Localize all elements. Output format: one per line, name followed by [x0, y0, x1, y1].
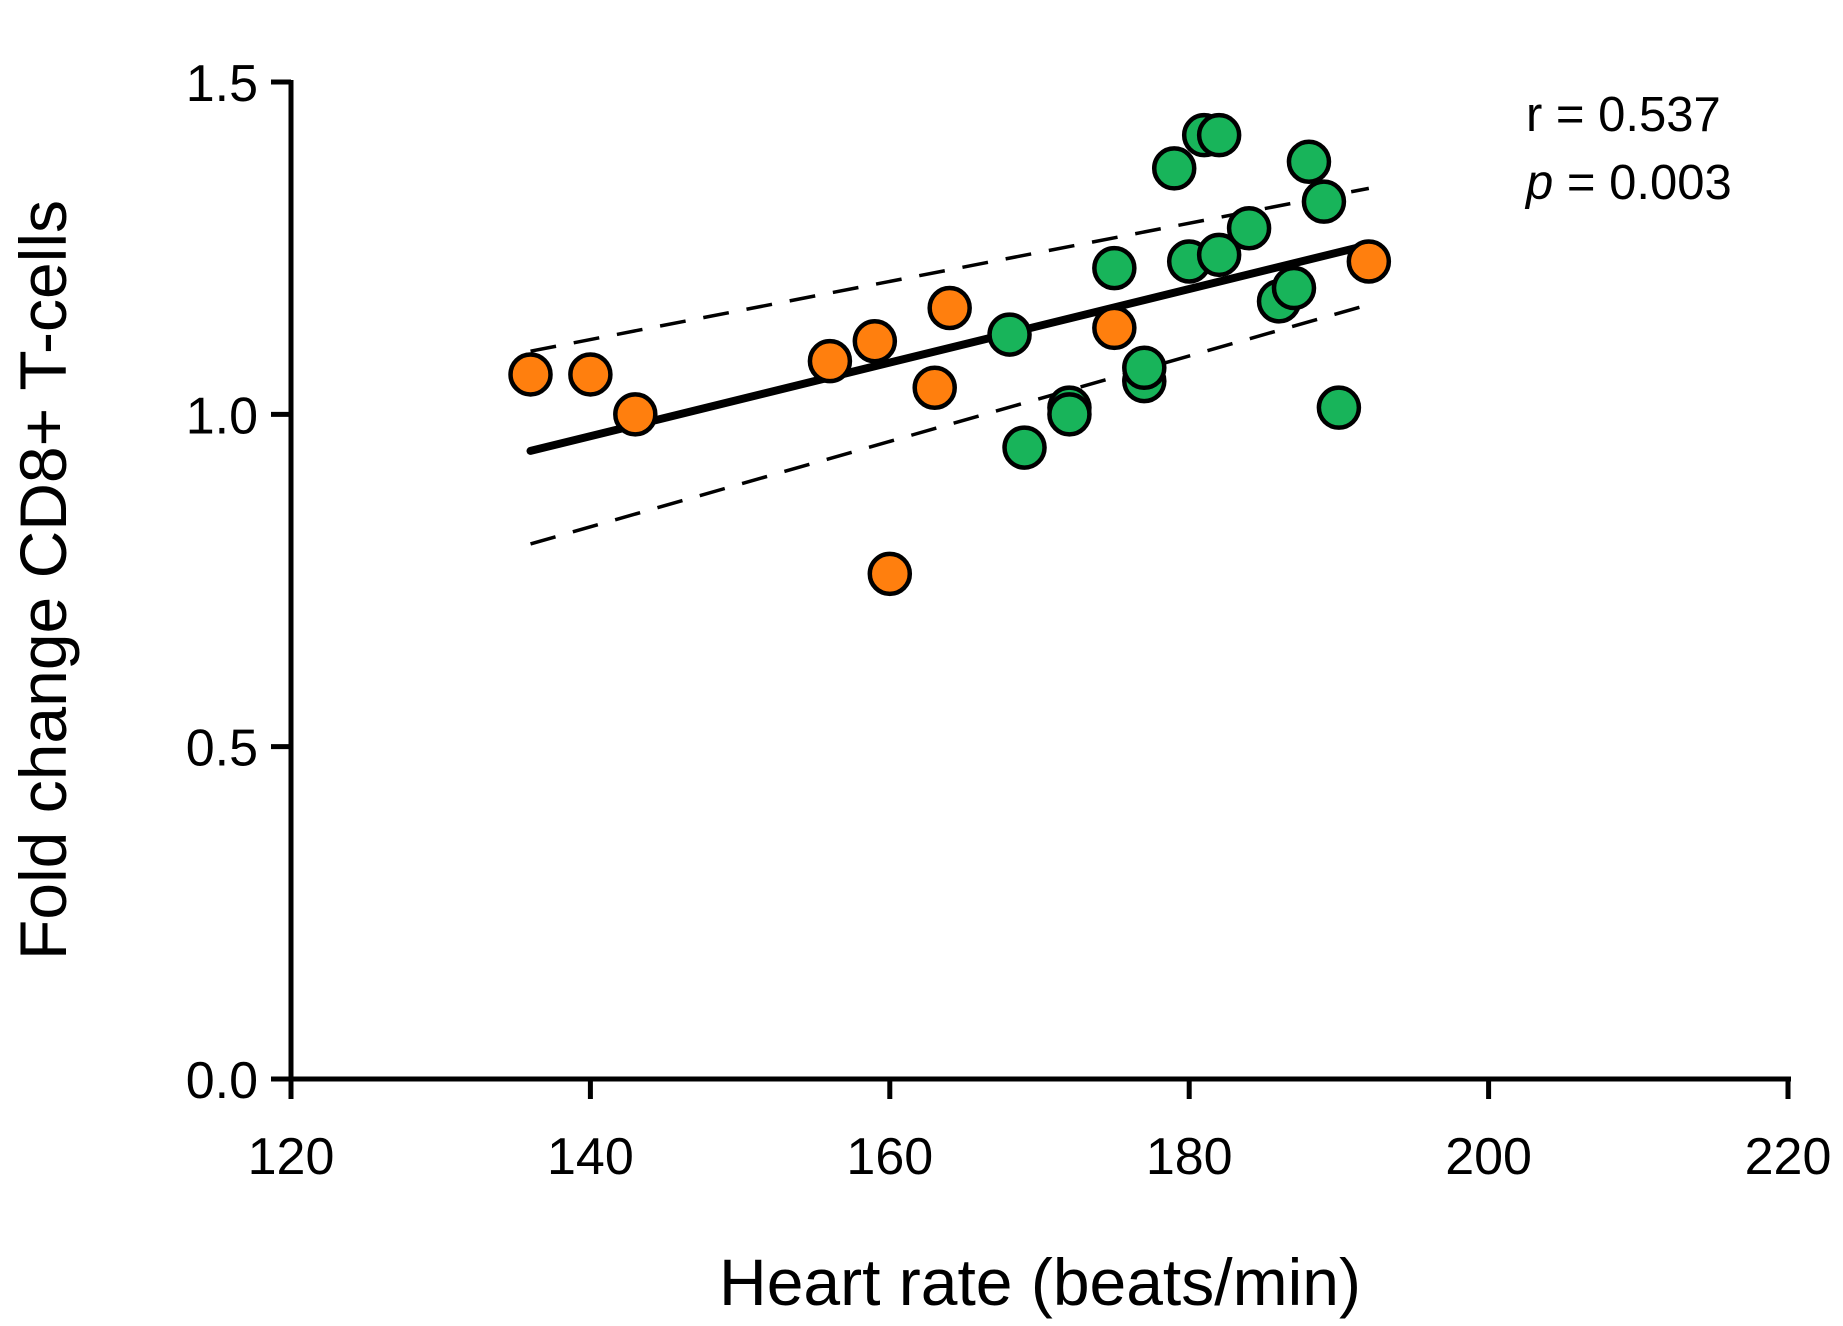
x-axis-label: Heart rate (beats/min)	[719, 1245, 1361, 1319]
data-point	[568, 352, 613, 397]
confidence-band-group	[530, 186, 1370, 546]
x-tick-label: 160	[846, 1128, 933, 1186]
data-point	[1002, 425, 1047, 470]
data-point	[613, 392, 658, 437]
y-axis-label: Fold change CD8+ T-cells	[6, 200, 80, 960]
y-tick-label: 0.5	[186, 720, 258, 778]
ticks-group: 120 140 160 180 200 220 0.0 0.5 1.0 1.5	[186, 55, 1832, 1186]
data-points-group	[508, 112, 1392, 597]
y-tick-label: 0.0	[186, 1052, 258, 1110]
data-point	[1047, 392, 1092, 437]
data-point	[927, 285, 972, 331]
p-annotation: p = 0.003	[1524, 156, 1732, 210]
regression-group	[526, 240, 1373, 455]
data-point	[1346, 239, 1392, 284]
data-point	[912, 365, 957, 410]
data-point	[1196, 112, 1242, 158]
axes-group	[288, 80, 1791, 1082]
labels-group: Heart rate (beats/min) Fold change CD8+ …	[6, 88, 1732, 1319]
x-tick-label: 220	[1745, 1128, 1832, 1186]
data-point	[1301, 179, 1347, 224]
data-point	[1122, 345, 1167, 391]
regression-line	[526, 240, 1373, 455]
data-point	[1226, 205, 1272, 251]
r-annotation: r = 0.537	[1526, 88, 1721, 142]
y-tick-label: 1.5	[186, 55, 258, 113]
data-point	[867, 551, 913, 597]
confidence-band-lower	[530, 302, 1370, 546]
data-point	[508, 352, 553, 397]
data-point	[987, 312, 1032, 357]
p-value: = 0.003	[1553, 156, 1731, 210]
data-point	[807, 338, 853, 384]
data-point	[1092, 305, 1137, 351]
x-tick-label: 140	[547, 1128, 634, 1186]
data-point	[1286, 139, 1332, 185]
x-tick-label: 120	[248, 1128, 335, 1186]
data-point	[1151, 146, 1197, 191]
data-point	[1271, 265, 1317, 311]
x-tick-label: 200	[1445, 1128, 1532, 1186]
data-point	[1196, 232, 1242, 278]
confidence-band-upper	[530, 186, 1370, 353]
p-symbol: p	[1524, 156, 1553, 210]
y-tick-label: 1.0	[186, 387, 258, 445]
data-point	[852, 318, 898, 364]
data-point	[1092, 245, 1137, 291]
data-point	[1316, 385, 1362, 430]
x-tick-label: 180	[1146, 1128, 1233, 1186]
